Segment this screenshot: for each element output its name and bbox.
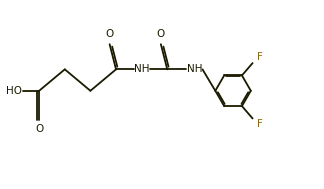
Text: NH: NH [187, 64, 202, 74]
Text: O: O [157, 29, 165, 39]
Text: F: F [257, 119, 262, 129]
Text: F: F [257, 53, 262, 63]
Text: O: O [35, 124, 43, 134]
Text: HO: HO [6, 86, 21, 96]
Text: O: O [106, 29, 114, 39]
Text: NH: NH [134, 64, 149, 74]
